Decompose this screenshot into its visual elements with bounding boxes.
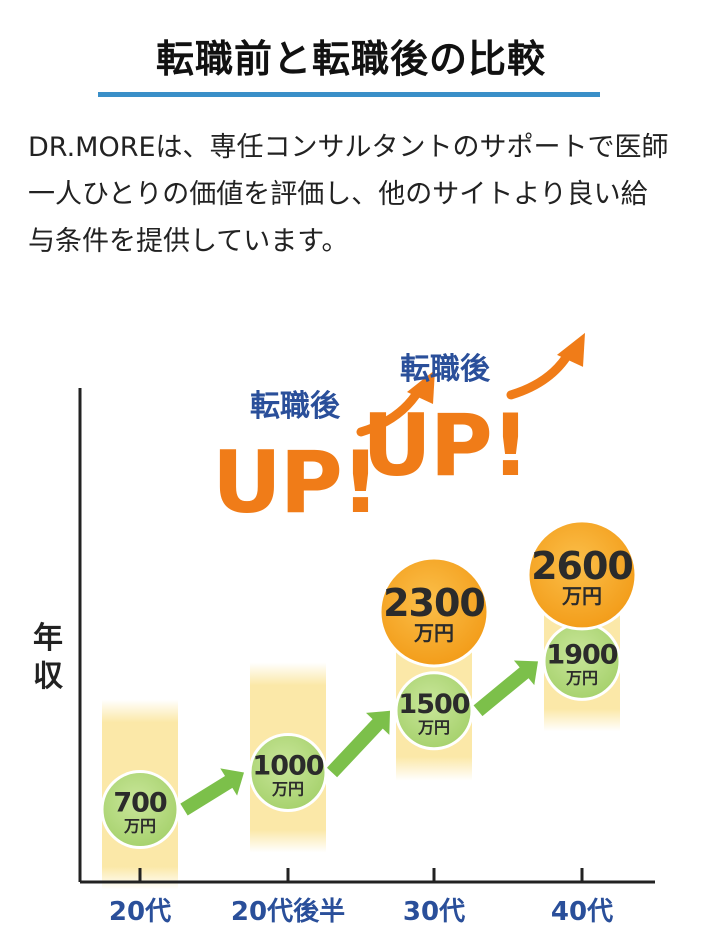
growth-arrow-shape bbox=[180, 768, 245, 816]
up-annotation-label: 転職後 bbox=[400, 352, 491, 387]
data-label: 2300 bbox=[383, 581, 485, 625]
y-axis-label: 年収 bbox=[33, 621, 64, 694]
growth-arrow bbox=[326, 710, 391, 778]
growth-arrow bbox=[180, 768, 245, 816]
x-tick-label: 20代後半 bbox=[231, 896, 345, 927]
growth-arrow bbox=[473, 660, 538, 717]
intro-line: 与条件を提供しています。 bbox=[28, 226, 349, 257]
x-tick-label: 40代 bbox=[551, 897, 613, 927]
up-annotation-label: 転職後 bbox=[250, 389, 341, 424]
before-point-marker bbox=[248, 733, 328, 812]
growth-arrow-shape bbox=[326, 710, 391, 778]
data-label: 1900 bbox=[546, 639, 617, 670]
data-unit-label: 万円 bbox=[271, 780, 304, 799]
intro-line: DR.MOREは、専任コンサルタントのサポートで医師 bbox=[28, 132, 669, 163]
before-point-marker bbox=[100, 770, 180, 850]
data-label: 700 bbox=[113, 788, 167, 819]
up-arrow-head-icon bbox=[557, 332, 585, 367]
up-arrow-icon bbox=[506, 348, 574, 400]
data-unit-label: 万円 bbox=[565, 668, 598, 687]
up-annotation: 転職後 UP! bbox=[212, 369, 435, 533]
data-unit-label: 万円 bbox=[417, 718, 450, 737]
growth-arrow-shape bbox=[473, 660, 538, 717]
title-underline bbox=[98, 92, 600, 97]
before-point-marker bbox=[394, 671, 474, 751]
up-annotation-text: UP! bbox=[362, 396, 528, 496]
up-annotation-text: UP! bbox=[212, 433, 378, 533]
data-unit-label: 万円 bbox=[413, 621, 454, 645]
intro-line: 一人ひとりの価値を評価し、他のサイトより良い給 bbox=[28, 179, 648, 210]
data-unit-label: 万円 bbox=[561, 584, 602, 608]
after-point-marker bbox=[526, 519, 638, 631]
data-label: 1500 bbox=[398, 689, 469, 720]
page-title: 転職前と転職後の比較 bbox=[155, 37, 546, 81]
data-unit-label: 万円 bbox=[123, 817, 156, 836]
x-tick-label: 30代 bbox=[403, 897, 465, 927]
data-label: 1000 bbox=[252, 751, 323, 782]
after-point-marker bbox=[378, 556, 490, 668]
x-tick-label: 20代 bbox=[109, 897, 171, 927]
intro-text: DR.MOREは、専任コンサルタントのサポートで医師 一人ひとりの価値を評価し、… bbox=[28, 124, 678, 265]
up-annotation: 転職後 UP! bbox=[362, 332, 585, 496]
data-label: 2600 bbox=[531, 544, 633, 588]
up-arrow-head-icon bbox=[407, 369, 435, 404]
